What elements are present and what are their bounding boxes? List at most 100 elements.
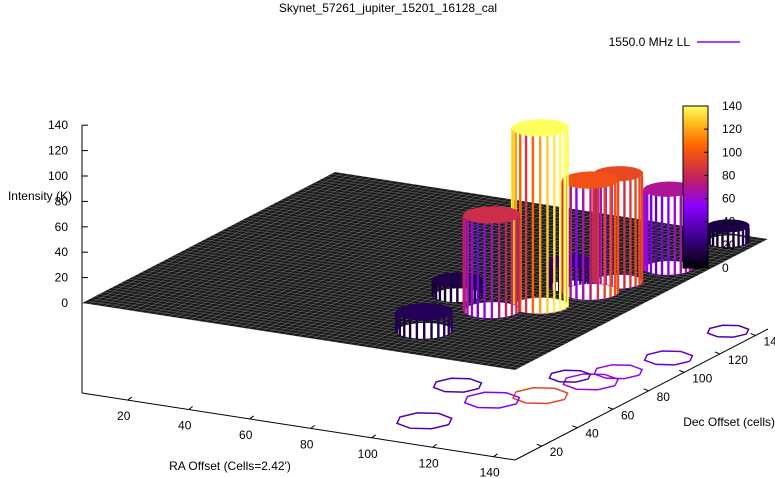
mesh-line-y [305,187,739,255]
legend: 1550.0 MHz LL [609,35,740,49]
mesh-line-y [94,296,528,364]
surface-peaks [394,119,750,340]
y-tick-label: 120 [728,353,748,367]
x-tick-mark [249,415,255,420]
mesh-line-y [90,298,524,366]
mesh-line-x [132,179,386,312]
peak-top [511,119,570,137]
x-tick-mark [371,434,376,439]
mesh-line-x [168,185,422,317]
floor-contours [395,324,750,430]
z-tick-label: 40 [55,245,69,259]
mesh-line-x [103,175,357,307]
colorbar-tick-label: 80 [722,168,736,182]
x-tick-mark [188,406,194,410]
mesh-line-y [153,265,587,334]
floor-contour [432,377,483,393]
x-tick-mark [432,443,437,448]
mesh-line-x [255,198,509,331]
mesh-line-y [111,287,545,355]
mesh-line-x [89,172,343,305]
mesh-line-x [240,196,494,328]
colorbar-tick-label: 60 [722,192,736,206]
floor-contour [548,369,592,383]
y-tick-mark [643,388,649,392]
colorbar-tick-label: 100 [722,145,742,159]
peak-top [463,206,521,224]
mesh-line-y [119,283,553,351]
surface-peak [431,272,483,303]
y-tick-mark [572,425,578,429]
mesh-line-x [219,192,473,325]
surface-peak [394,303,454,340]
mesh-line-y [259,211,693,279]
mesh-line-y [145,270,579,338]
mesh-line-x [154,182,408,315]
mesh-line-x [110,176,364,308]
tick-labels: 0 20 40 60 80 100 120 140 20 40 60 80 100 120 140 20 40 6… [48,118,775,478]
axes-frame [81,125,769,461]
y-tick-label: 100 [692,371,712,385]
mesh-line-y [166,259,600,327]
z-tick-label: 140 [48,118,68,132]
mesh-line-y [140,272,575,340]
mesh-line-y [149,267,583,336]
mesh-line-x [81,171,336,304]
chart-title: Skynet_57261_jupiter_15201_16128_cal [279,1,497,15]
x-tick-label: 80 [300,437,314,451]
mesh-line-y [318,180,752,248]
mesh-line-x [312,207,567,339]
mesh-line-y [81,302,516,371]
floor-contour [593,364,644,380]
mesh-line-y [107,289,541,358]
mesh-line-y [86,300,520,369]
y-tick-mark [536,443,542,447]
mesh-line-x [125,178,379,310]
x-axis-label: RA Offset (Cells=2.42') [169,459,291,473]
colorbar-tick-label: 40 [722,215,736,229]
x-tick-label: 100 [358,447,378,461]
y-tick-mark [607,406,614,410]
y-tick-mark [679,369,685,373]
floor-contour [463,391,521,409]
surface-peak [642,181,694,276]
y-tick-label: 140 [764,334,775,348]
mesh-line-x [117,177,372,309]
mesh-line-y [271,204,705,272]
mesh-line-y [136,274,570,342]
mesh-line-x [514,238,769,371]
x-tick-label: 40 [178,419,192,433]
mesh-line-x [139,180,393,313]
z-tick-label: 80 [55,194,69,208]
floor-contour [395,412,453,430]
mesh-line-x [197,189,451,322]
floor-contour [706,324,750,338]
mesh-line-x [291,204,545,336]
x-tick-mark [493,453,498,458]
mesh-line-x [96,174,350,306]
mesh-line-y [157,263,591,331]
colorbar-tick-label: 140 [722,99,742,113]
mesh-line-y [132,276,566,345]
colorbar-tick-label: 0 [722,261,729,275]
legend-label: 1550.0 MHz LL [609,35,691,49]
y-tick-label: 80 [657,390,671,404]
mesh-line-x [161,184,415,316]
mesh-line-y [98,294,532,362]
surface-peak [510,119,570,315]
mesh-line-y [242,219,676,288]
colorbar-tick-label: 120 [722,122,742,136]
mesh-line-y [103,291,537,360]
mesh-line-x [276,201,530,334]
x-tick-label: 60 [239,428,253,442]
surface-peak [705,219,750,248]
mesh-line-y [162,261,596,329]
z-tick-label: 60 [55,220,69,234]
peak-top [432,272,483,288]
mesh-line-x [182,187,437,319]
y-tick-label: 20 [550,445,564,459]
mesh-line-x [500,236,754,368]
mesh-line-x [146,181,401,314]
x-tick-label: 140 [480,466,500,478]
